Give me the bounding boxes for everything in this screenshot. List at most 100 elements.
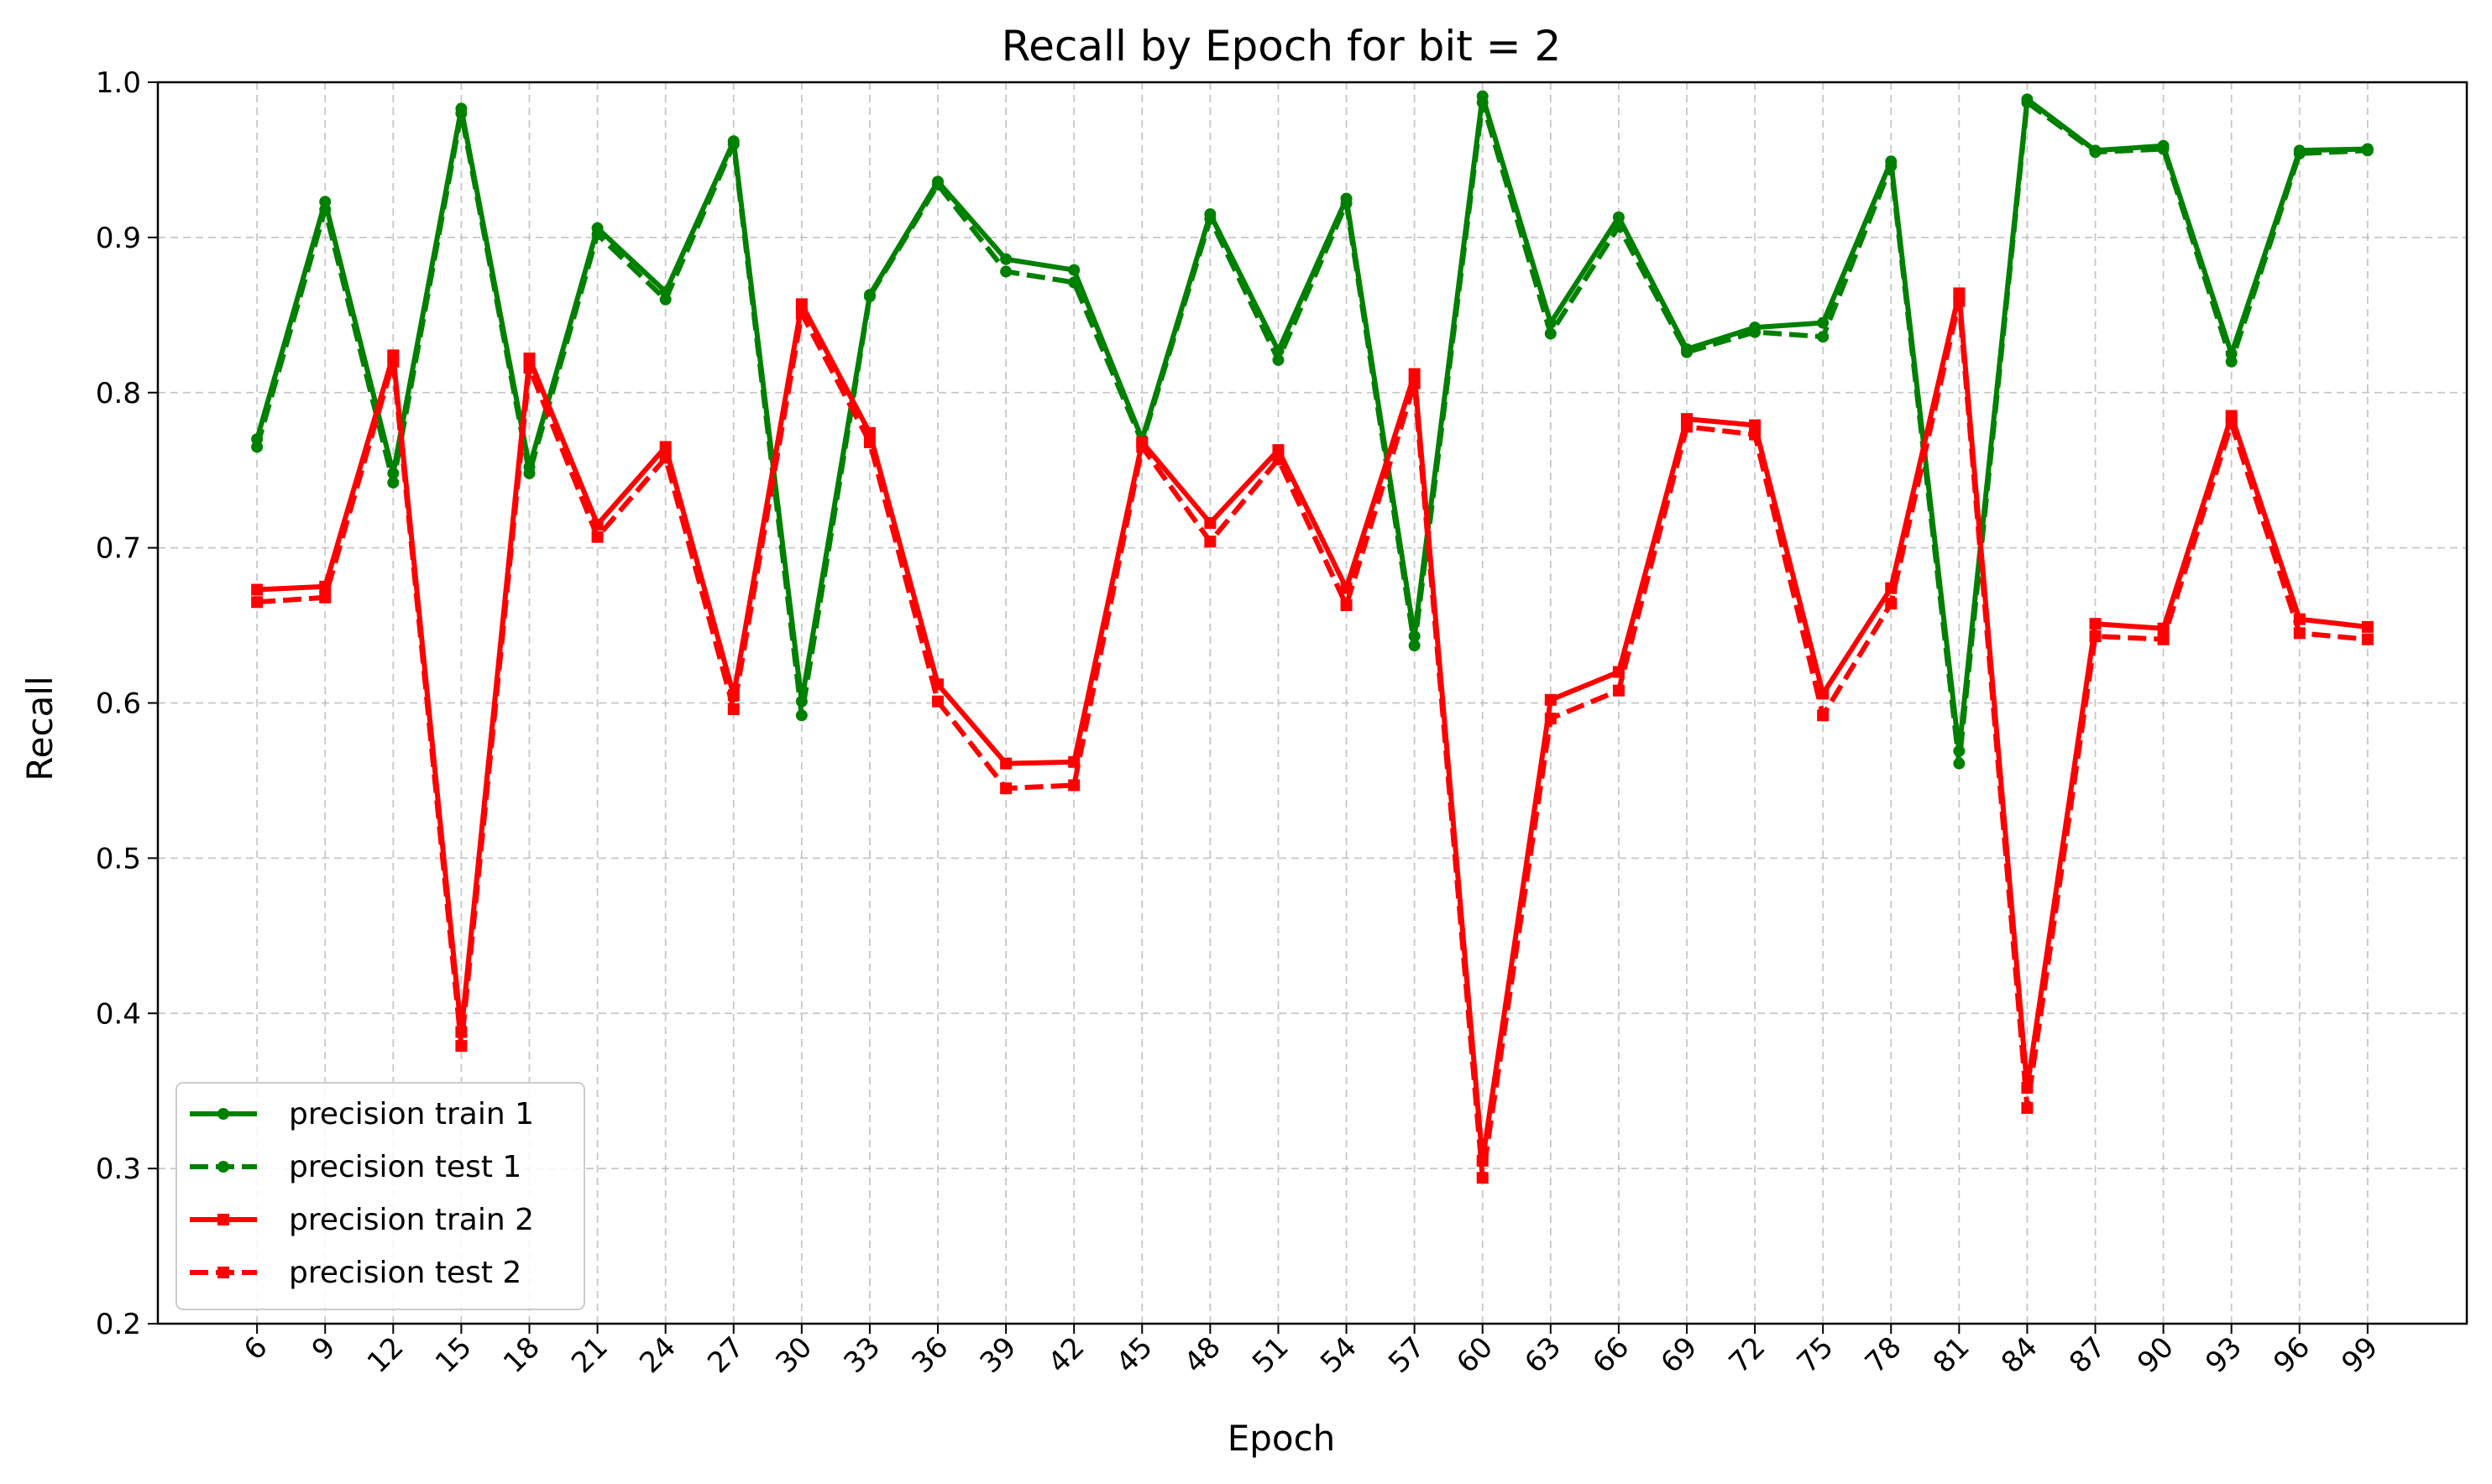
data-point (863, 290, 876, 303)
y-tick-label: 0.6 (96, 687, 141, 721)
data-point (2157, 633, 2170, 645)
series-line (254, 93, 2368, 754)
data-point (795, 709, 808, 722)
data-point (795, 307, 808, 320)
data-point (2293, 148, 2306, 160)
data-point (2293, 627, 2306, 640)
series-line (256, 298, 2369, 1181)
data-point (1340, 599, 1353, 612)
data-point (2361, 633, 2374, 645)
data-point (1544, 327, 1557, 340)
series-precision-test-2 (251, 295, 2374, 1184)
data-point (1408, 368, 1421, 380)
data-point (319, 591, 332, 604)
data-point (1204, 517, 1217, 530)
legend-marker (217, 1267, 229, 1278)
data-point (1612, 666, 1625, 678)
y-tick-label: 0.9 (96, 222, 141, 255)
legend-marker (217, 1108, 229, 1120)
data-point (251, 583, 264, 596)
data-point (2021, 1102, 2034, 1115)
data-point (1340, 197, 1353, 210)
data-point (1817, 316, 1830, 329)
legend: precision train 1 precision test 1 precisi… (175, 1082, 585, 1310)
data-point (1136, 441, 1149, 453)
y-tick-label: 0.5 (96, 842, 141, 875)
data-point (2021, 97, 2034, 109)
data-point (251, 441, 264, 453)
data-point (591, 228, 604, 241)
data-point (1476, 97, 1489, 109)
data-point (1068, 264, 1081, 276)
legend-box (175, 1082, 585, 1310)
data-point (523, 362, 536, 374)
data-point (932, 179, 945, 191)
legend-marker (217, 1214, 229, 1225)
data-point (1000, 757, 1013, 770)
legend-label: precision train 2 (289, 1203, 534, 1237)
chart-title: Recall by Epoch for bit = 2 (1002, 22, 1562, 71)
y-tick-label: 1.0 (96, 66, 141, 100)
data-point (1544, 712, 1557, 724)
data-point (523, 353, 536, 365)
data-point (1408, 377, 1421, 389)
data-point (1204, 212, 1217, 225)
data-point (455, 1040, 468, 1053)
series-layer (251, 90, 2374, 1184)
y-tick-label: 0.2 (96, 1308, 141, 1341)
data-point (2089, 630, 2102, 643)
y-axis-label: Recall (19, 676, 60, 781)
y-tick-label: 0.7 (96, 532, 141, 566)
data-point (387, 355, 400, 368)
data-point (727, 138, 740, 150)
data-point (1272, 453, 1285, 466)
data-point (863, 436, 876, 448)
data-point (1885, 159, 1898, 172)
data-point (1749, 326, 1762, 338)
data-point (455, 107, 468, 119)
data-point (1068, 779, 1081, 792)
data-point (2089, 146, 2102, 159)
data-point (1885, 598, 1898, 610)
data-point (1612, 211, 1625, 223)
data-point (2361, 620, 2374, 633)
data-point (727, 703, 740, 715)
data-point (319, 203, 332, 216)
legend-label: precision test 2 (289, 1256, 521, 1290)
data-point (1749, 428, 1762, 441)
data-point (1408, 640, 1421, 652)
data-point (1680, 421, 1693, 433)
data-point (251, 596, 264, 609)
data-point (2361, 144, 2374, 157)
data-point (1272, 444, 1285, 457)
y-tick-label: 0.3 (96, 1152, 141, 1186)
legend-label: precision train 1 (289, 1097, 534, 1131)
data-point (2157, 143, 2170, 155)
y-tick-label: 0.8 (96, 377, 141, 410)
data-point (1680, 346, 1693, 358)
data-point (1953, 757, 1966, 770)
data-point (387, 476, 400, 489)
data-point (1612, 684, 1625, 697)
data-point (1817, 331, 1830, 343)
data-point (659, 452, 672, 464)
legend-marker (217, 1161, 229, 1173)
data-point (1000, 265, 1013, 278)
data-point (1749, 419, 1762, 431)
data-point (1068, 276, 1081, 289)
data-point (1000, 253, 1013, 265)
data-point (2225, 355, 2238, 368)
data-point (1612, 220, 1625, 233)
y-tick-label: 0.4 (96, 997, 141, 1031)
data-point (2089, 618, 2102, 630)
data-point (591, 530, 604, 543)
data-point (1204, 536, 1217, 548)
data-point (659, 293, 672, 306)
data-point (1476, 1172, 1489, 1184)
data-point (523, 467, 536, 479)
series-precision-test-1 (251, 97, 2374, 770)
data-point (1000, 782, 1013, 795)
data-point (2225, 417, 2238, 430)
